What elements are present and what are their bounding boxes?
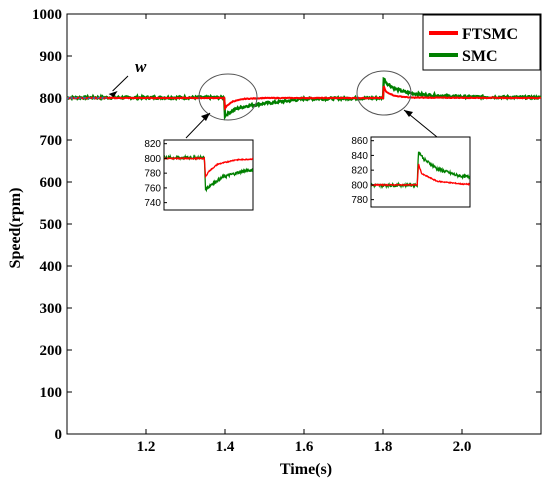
- x-tick-label: 1.6: [295, 439, 314, 455]
- y-tick-label: 300: [40, 301, 63, 317]
- annotation-arrowhead: [108, 91, 118, 97]
- y-tick-label: 400: [40, 259, 63, 275]
- inset-plot-peak: 780 800 820 840 860: [351, 136, 471, 208]
- y-tick-label: 500: [40, 217, 63, 233]
- zoom-ellipse-dip: [198, 73, 258, 121]
- callout-arrowhead-dip: [201, 113, 210, 121]
- axis-labels: Time(s) Speed(rpm): [7, 188, 332, 478]
- y-tick-label: 800: [40, 91, 63, 107]
- inset-series-smc-line: [371, 151, 470, 190]
- inset-y-tick-label: 780: [144, 169, 161, 180]
- x-tick-label: 1.8: [374, 439, 393, 455]
- inset-frame: [163, 139, 254, 211]
- zoom-callouts: [185, 70, 438, 139]
- main-plot: 0 100 200 300 400 500 600 700 800 900 1000 1.2 1.4 1.…: [32, 7, 542, 455]
- legend-label-ftsmc: FTSMC: [462, 26, 518, 43]
- inset-y-tick-label: 860: [351, 136, 368, 147]
- annotation-w-label: w: [135, 57, 147, 76]
- inset-y-tick-label: 820: [144, 139, 161, 150]
- y-tick-label: 900: [40, 49, 63, 65]
- inset-y-tick-label: 740: [144, 198, 161, 209]
- callout-arrowhead-peak: [404, 110, 413, 117]
- inset-y-tick-label: 760: [144, 183, 161, 194]
- inset-y-tick-label: 780: [351, 195, 368, 206]
- y-tick-label: 1000: [32, 7, 62, 23]
- y-tick-label: 600: [40, 175, 63, 191]
- plot-area: [66, 13, 542, 435]
- x-tick-label: 1.2: [137, 439, 156, 455]
- y-tick-label: 100: [40, 385, 63, 401]
- y-tick-label: 700: [40, 133, 63, 149]
- inset-y-tick-label: 820: [351, 166, 368, 177]
- legend-box: [422, 14, 541, 71]
- y-tick-label: 0: [55, 427, 63, 443]
- y-axis-title: Speed(rpm): [7, 188, 24, 269]
- inset-lines: [164, 153, 253, 193]
- x-axis-title: Time(s): [280, 461, 332, 478]
- inset-y-tick-label: 840: [351, 151, 368, 162]
- inset-lines: [371, 151, 470, 190]
- inset-y-tick-label: 800: [351, 180, 368, 191]
- legend: FTSMC SMC: [422, 14, 541, 71]
- series-ftsmc-line: [66, 85, 542, 111]
- x-tick-label: 2.0: [453, 439, 472, 455]
- y-tick-label: 200: [40, 343, 63, 359]
- inset-plot-dip: 740 760 780 800 820: [144, 139, 254, 211]
- inset-series-ftsmc-line: [371, 163, 470, 187]
- zoom-ellipse-peak: [356, 70, 412, 116]
- inset-series-ftsmc-line: [164, 156, 253, 179]
- x-tick-label: 1.4: [216, 439, 235, 455]
- inset-y-tick-label: 800: [144, 154, 161, 165]
- annotation-arrow: [112, 75, 129, 92]
- legend-label-smc: SMC: [462, 48, 498, 65]
